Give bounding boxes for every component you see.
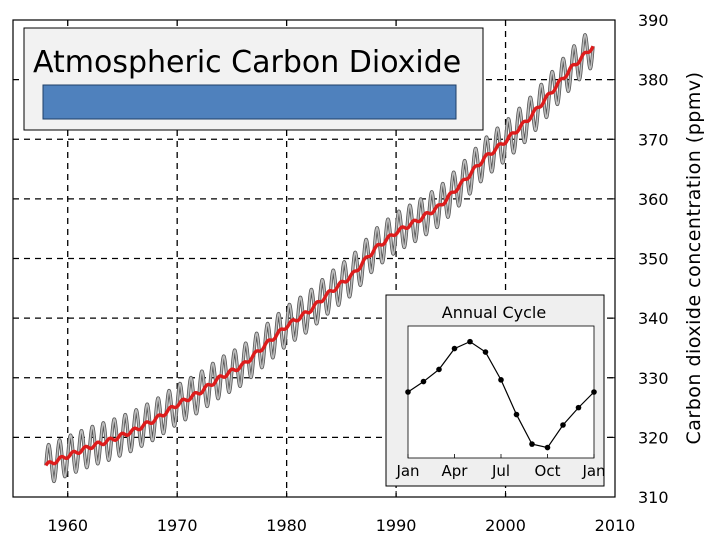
inset-point-dec xyxy=(575,404,582,411)
trend-series-line xyxy=(44,45,595,467)
inset-x-tick-label: Jul xyxy=(491,462,510,480)
inset-point-jan xyxy=(591,389,597,395)
y-tick-label: 360 xyxy=(638,190,669,209)
inset-series xyxy=(405,338,597,451)
inset-point-jan xyxy=(405,389,411,395)
title-swatch xyxy=(42,84,457,120)
x-tick-label: 1970 xyxy=(157,516,198,535)
y-tick-label: 380 xyxy=(638,71,669,90)
inset-point-nov xyxy=(560,422,566,428)
inset-x-tick-label: Jan xyxy=(581,462,605,480)
y-tick-label: 330 xyxy=(638,369,669,388)
inset-x-tick-label: Oct xyxy=(535,462,561,480)
inset-title: Annual Cycle xyxy=(442,303,546,322)
inset-plot-area xyxy=(407,325,595,459)
x-tick-label: 2010 xyxy=(595,516,636,535)
y-tick-label: 320 xyxy=(638,428,669,447)
inset-point-jul xyxy=(498,377,504,383)
inset-point-oct xyxy=(544,444,551,451)
y-tick-label: 370 xyxy=(638,130,669,149)
x-axis: 1960 1970 1980 1990 2000 2010 xyxy=(47,491,635,535)
inset-point-jun xyxy=(482,349,489,355)
inset-point-sep xyxy=(529,441,535,447)
y-tick-label: 340 xyxy=(638,309,669,328)
x-tick-label: 2000 xyxy=(485,516,526,535)
inset-point-aug xyxy=(513,411,520,418)
x-tick-label: 1980 xyxy=(266,516,307,535)
y-tick-label: 310 xyxy=(638,488,669,507)
x-tick-label: 1990 xyxy=(376,516,417,535)
chart-title: Atmospheric Carbon Dioxide xyxy=(33,45,461,80)
y-tick-label: 350 xyxy=(638,250,669,269)
inset-x-tick-label: Apr xyxy=(442,462,469,480)
x-tick-label: 1960 xyxy=(47,516,88,535)
inset-x-tick-label: Jan xyxy=(395,462,419,480)
inset-point-feb xyxy=(420,378,427,385)
y-tick-label: 390 xyxy=(638,11,669,30)
inset-point-apr xyxy=(451,345,458,352)
series-group xyxy=(44,33,595,484)
y-axis-label: Carbon dioxide concentration (ppmv) xyxy=(683,71,705,444)
inset-x-axis: Jan Apr Jul Oct Jan xyxy=(395,454,606,480)
y-axis: 310 320 330 340 350 360 370 380 390 xyxy=(609,11,669,507)
inset-point-may xyxy=(467,338,473,345)
inset-point-mar xyxy=(436,366,442,373)
